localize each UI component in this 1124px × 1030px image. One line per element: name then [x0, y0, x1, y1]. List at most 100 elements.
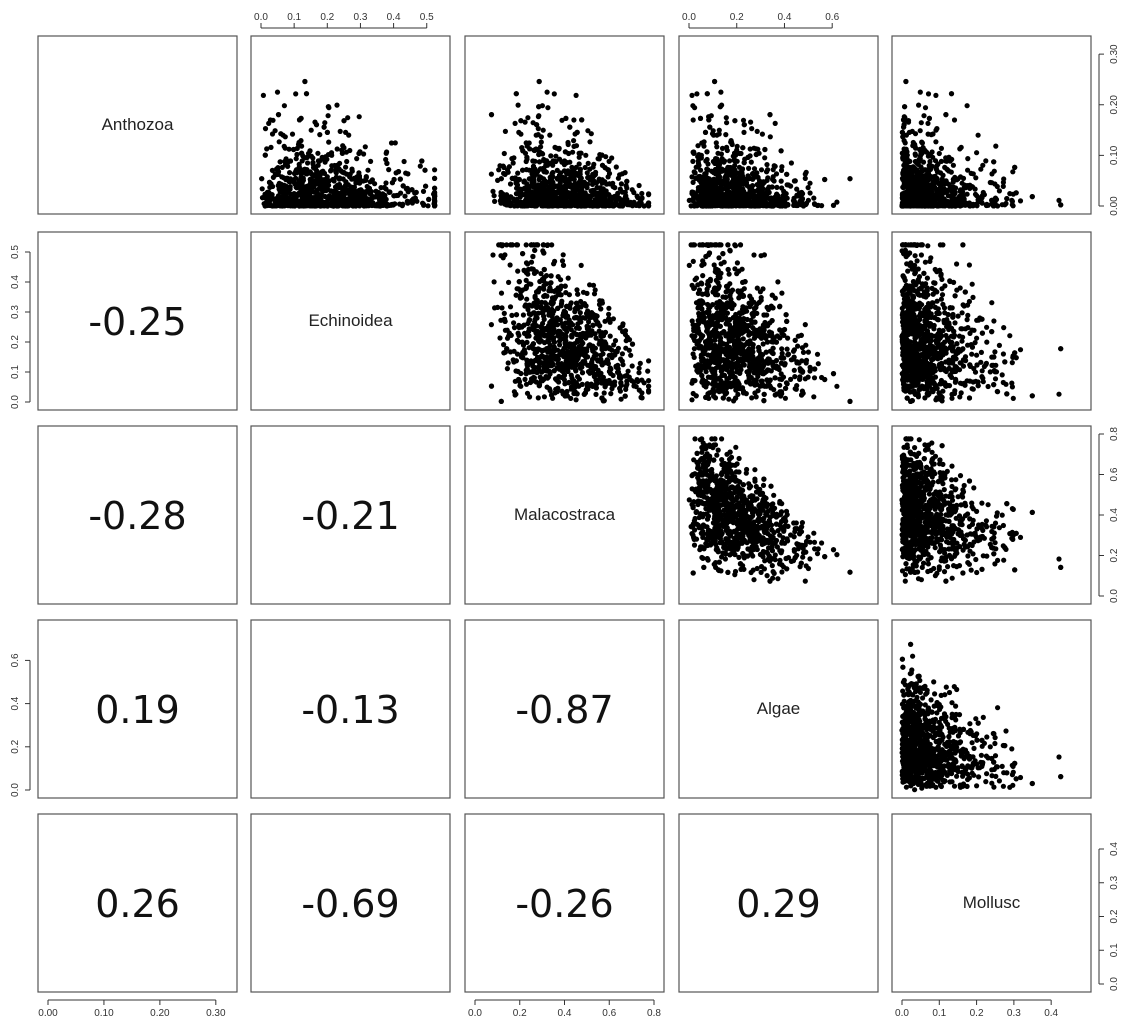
scatter-point — [751, 166, 758, 172]
scatter-point — [905, 118, 912, 124]
scatter-point — [266, 179, 273, 185]
scatter-point — [378, 185, 384, 191]
scatter-point — [754, 128, 760, 134]
scatter-point — [590, 173, 597, 180]
scatter-point — [386, 167, 392, 173]
scatter-point — [634, 193, 640, 199]
scatter-point — [509, 312, 515, 318]
scatter-point — [994, 183, 1000, 190]
scatter-point — [917, 176, 924, 182]
scatter-point — [822, 176, 828, 183]
scatter-point — [717, 159, 723, 165]
scatter-point — [591, 178, 598, 185]
scatter-point — [727, 189, 733, 196]
scatter-point — [553, 153, 559, 159]
scatter-point — [792, 178, 798, 184]
scatter-point — [741, 160, 747, 166]
scatter-point — [290, 203, 296, 209]
scatter-point — [518, 131, 524, 137]
scatter-point — [774, 191, 780, 197]
scatter-point — [498, 189, 504, 196]
scatter-point — [317, 132, 323, 138]
scatter-point — [519, 145, 525, 151]
scatter-point — [530, 163, 537, 169]
scatter-point — [707, 202, 714, 208]
scatter-point — [599, 162, 606, 168]
scatter-point — [973, 175, 979, 181]
scatter-point — [354, 156, 360, 162]
scatter-point — [902, 160, 908, 166]
scatter-point — [546, 202, 553, 208]
scatter-point — [788, 160, 795, 166]
scatter-point — [785, 182, 792, 188]
scatter-point — [1000, 179, 1007, 185]
scatter-point — [291, 194, 297, 200]
scatter-point — [277, 159, 283, 165]
panel-echinoidea-vs-anthozoa: -0.25 — [37, 231, 238, 411]
scatter-point — [492, 198, 498, 204]
scatter-point — [975, 197, 981, 203]
scatter-point — [560, 252, 566, 258]
scatter-point — [376, 202, 382, 208]
scatter-point — [606, 201, 613, 207]
scatter-point — [508, 194, 514, 200]
scatter-point — [340, 203, 347, 209]
scatter-point — [534, 146, 540, 153]
scatter-point — [319, 184, 325, 190]
scatter-point — [297, 201, 304, 207]
scatter-point — [274, 89, 281, 95]
scatter-point — [732, 150, 738, 156]
scatter-point — [345, 115, 351, 121]
scatter-point — [639, 190, 645, 197]
scatter-point — [783, 203, 789, 209]
scatter-point — [563, 320, 569, 326]
scatter-point — [367, 198, 373, 204]
scatter-point — [741, 129, 747, 135]
scatter-point — [758, 167, 765, 173]
scatter-point — [741, 181, 747, 187]
scatter-point — [583, 152, 589, 158]
scatter-point — [501, 194, 508, 201]
scatter-point — [698, 167, 704, 173]
scatter-point — [721, 158, 728, 164]
scatter-point — [945, 193, 951, 199]
scatter-point — [617, 186, 623, 192]
scatter-point — [749, 187, 755, 193]
scatter-point — [903, 194, 909, 200]
scatter-point — [302, 202, 308, 208]
scatter-point — [991, 203, 997, 209]
scatter-point — [432, 175, 438, 181]
scatter-point — [732, 175, 738, 181]
scatter-point — [716, 175, 722, 181]
scatter-point — [370, 194, 376, 200]
scatter-point — [354, 195, 360, 201]
scatter-point — [592, 287, 598, 293]
scatter-point — [310, 160, 316, 166]
scatter-point — [915, 161, 921, 167]
scatter-point — [983, 158, 989, 164]
scatter-point — [573, 143, 580, 149]
scatter-point — [297, 169, 303, 175]
scatter-point — [553, 158, 559, 165]
scatter-point — [274, 197, 280, 203]
scatter-point — [702, 129, 709, 135]
scatter-point — [570, 187, 576, 194]
scatter-point — [311, 189, 317, 195]
scatter-point — [322, 203, 328, 209]
scatter-point — [975, 132, 981, 138]
scatter-point — [965, 167, 971, 173]
scatter-point — [908, 170, 914, 176]
scatter-point — [978, 166, 984, 172]
scatter-point — [757, 193, 763, 199]
scatter-point — [962, 182, 968, 188]
scatter-point — [943, 112, 949, 118]
scatter-point — [690, 117, 696, 123]
scatter-point — [513, 91, 519, 97]
scatter-point — [934, 187, 940, 194]
scatter-point — [904, 149, 910, 155]
scatter-point — [349, 176, 355, 182]
scatter-point — [281, 143, 287, 149]
scatter-point — [326, 139, 332, 145]
scatter-point — [509, 175, 515, 181]
scatter-point — [334, 102, 340, 108]
